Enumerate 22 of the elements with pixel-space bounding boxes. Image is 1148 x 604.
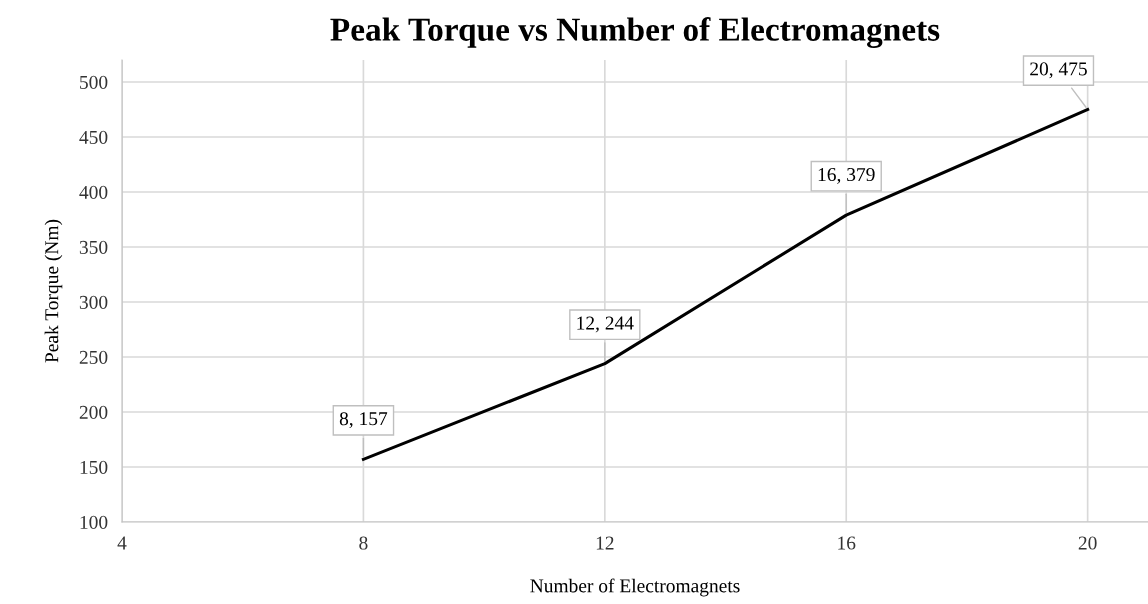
- y-tick-label: 350: [79, 240, 108, 254]
- x-axis-title: Number of Electromagnets: [530, 578, 740, 597]
- y-tick-label: 500: [80, 75, 108, 89]
- x-tick-label: 16: [838, 536, 856, 550]
- chart-title: Peak Torque vs Number of Electromagnets: [330, 17, 940, 48]
- x-tick-label: 4: [117, 536, 127, 550]
- y-tick-label: 400: [79, 185, 108, 199]
- y-tick-label: 150: [80, 460, 108, 474]
- annotation: 8, 157: [339, 412, 388, 429]
- annotation: 12, 244: [577, 316, 634, 333]
- x-tick-label: 8: [359, 536, 368, 550]
- y-tick-label: 450: [79, 130, 108, 144]
- y-tick-label: 200: [79, 405, 108, 419]
- y-tick-label: 300: [79, 295, 108, 309]
- annotation: 20, 475: [1030, 62, 1087, 79]
- line-series: [361, 107, 1090, 461]
- y-tick-label: 100: [80, 515, 108, 529]
- y-axis-title: Peak Torque (Nm): [44, 219, 63, 363]
- annotation: 16, 379: [818, 168, 875, 184]
- x-tick-label: 20: [1078, 536, 1097, 550]
- y-tick-label: 250: [79, 350, 108, 364]
- x-tick-label: 12: [596, 536, 614, 550]
